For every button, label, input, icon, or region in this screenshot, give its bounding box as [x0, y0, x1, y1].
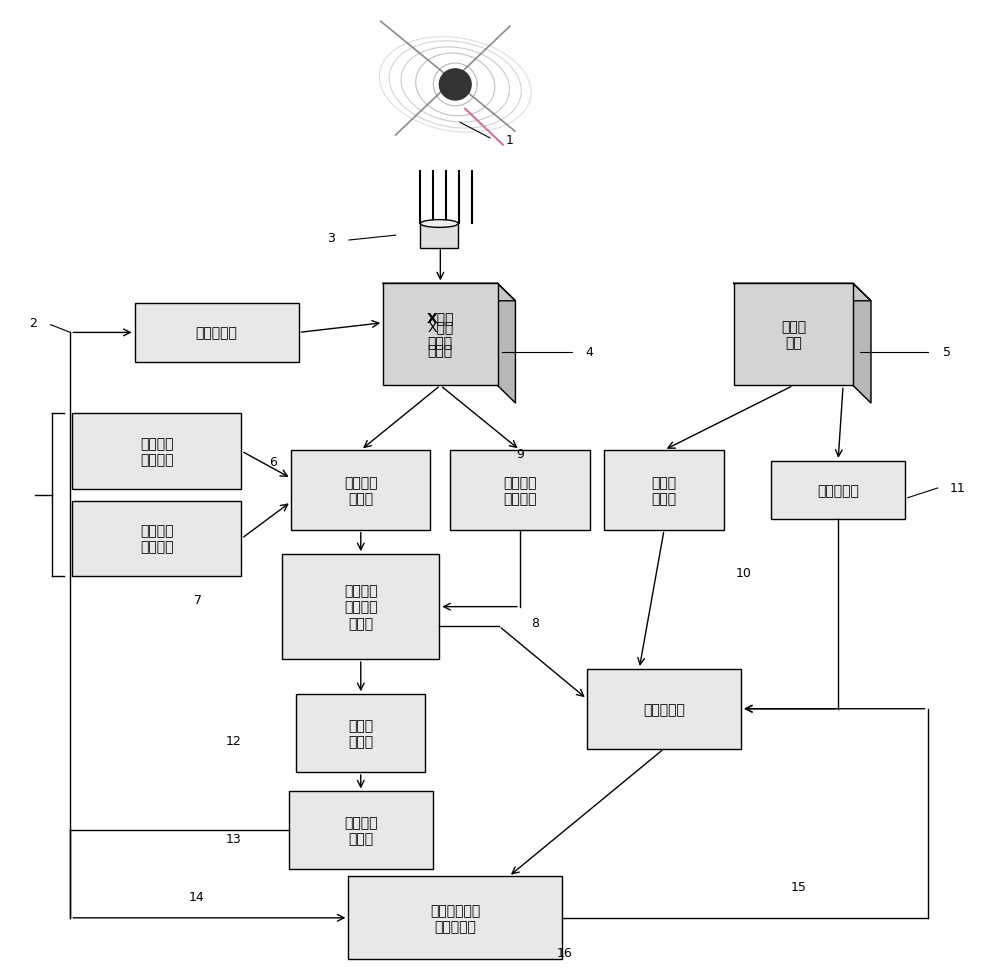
Bar — [289, 791, 433, 870]
Bar — [291, 450, 430, 531]
Polygon shape — [498, 284, 515, 404]
Bar — [771, 461, 905, 520]
Text: 14: 14 — [189, 890, 205, 903]
Bar — [296, 695, 425, 772]
Text: 卫星姿态、位
置控制平台: 卫星姿态、位 置控制平台 — [430, 903, 480, 933]
Circle shape — [439, 69, 471, 101]
Text: 地平线张角: 地平线张角 — [817, 484, 859, 497]
Polygon shape — [383, 284, 515, 302]
Text: X射线: X射线 — [427, 311, 454, 324]
Polygon shape — [853, 284, 871, 404]
Text: 12: 12 — [226, 735, 241, 747]
Text: 7: 7 — [194, 594, 202, 607]
Text: 星载原子钟: 星载原子钟 — [196, 326, 238, 340]
Text: 15: 15 — [790, 880, 806, 893]
Text: 地平敏
感仪: 地平敏 感仪 — [781, 319, 806, 350]
Bar — [587, 669, 741, 748]
Text: 3: 3 — [327, 232, 335, 244]
Bar — [383, 284, 498, 386]
Text: 8: 8 — [531, 616, 539, 629]
Text: 5: 5 — [944, 346, 952, 359]
Ellipse shape — [420, 221, 458, 229]
Polygon shape — [734, 284, 871, 302]
Text: 9: 9 — [516, 448, 524, 461]
Bar — [348, 876, 562, 959]
Text: 确定脉冲
星辐射方
向矢量: 确定脉冲 星辐射方 向矢量 — [344, 584, 378, 630]
Text: 导航算法库: 导航算法库 — [643, 702, 685, 716]
Bar — [72, 413, 241, 489]
Text: 1: 1 — [506, 134, 514, 148]
Text: 4: 4 — [586, 346, 593, 359]
Bar — [450, 450, 590, 531]
Text: 脉冲星特
征参数库: 脉冲星特 征参数库 — [140, 437, 174, 467]
Text: 6: 6 — [269, 456, 277, 469]
Text: 地心方
向矢量: 地心方 向矢量 — [652, 476, 677, 505]
Text: 姿态矩
阵确定: 姿态矩 阵确定 — [348, 718, 373, 748]
Text: 探测器指
向控制: 探测器指 向控制 — [344, 816, 378, 845]
Text: 10: 10 — [736, 567, 752, 579]
Text: 脉冲星信
号辨识: 脉冲星信 号辨识 — [344, 476, 378, 505]
Text: 16: 16 — [557, 947, 573, 959]
Text: 探测器: 探测器 — [428, 344, 453, 358]
Bar — [734, 284, 853, 386]
Text: 记录光子
到达时间: 记录光子 到达时间 — [503, 476, 537, 505]
Bar — [282, 555, 439, 659]
Text: 脉冲星辨
识算法库: 脉冲星辨 识算法库 — [140, 524, 174, 554]
Bar — [135, 304, 299, 362]
Bar — [604, 450, 724, 531]
Bar — [420, 225, 458, 248]
Text: 11: 11 — [950, 482, 965, 495]
Text: 13: 13 — [226, 831, 241, 845]
Bar — [72, 501, 241, 576]
Text: X射线
探测器: X射线 探测器 — [427, 319, 453, 350]
Text: 2: 2 — [29, 317, 37, 330]
